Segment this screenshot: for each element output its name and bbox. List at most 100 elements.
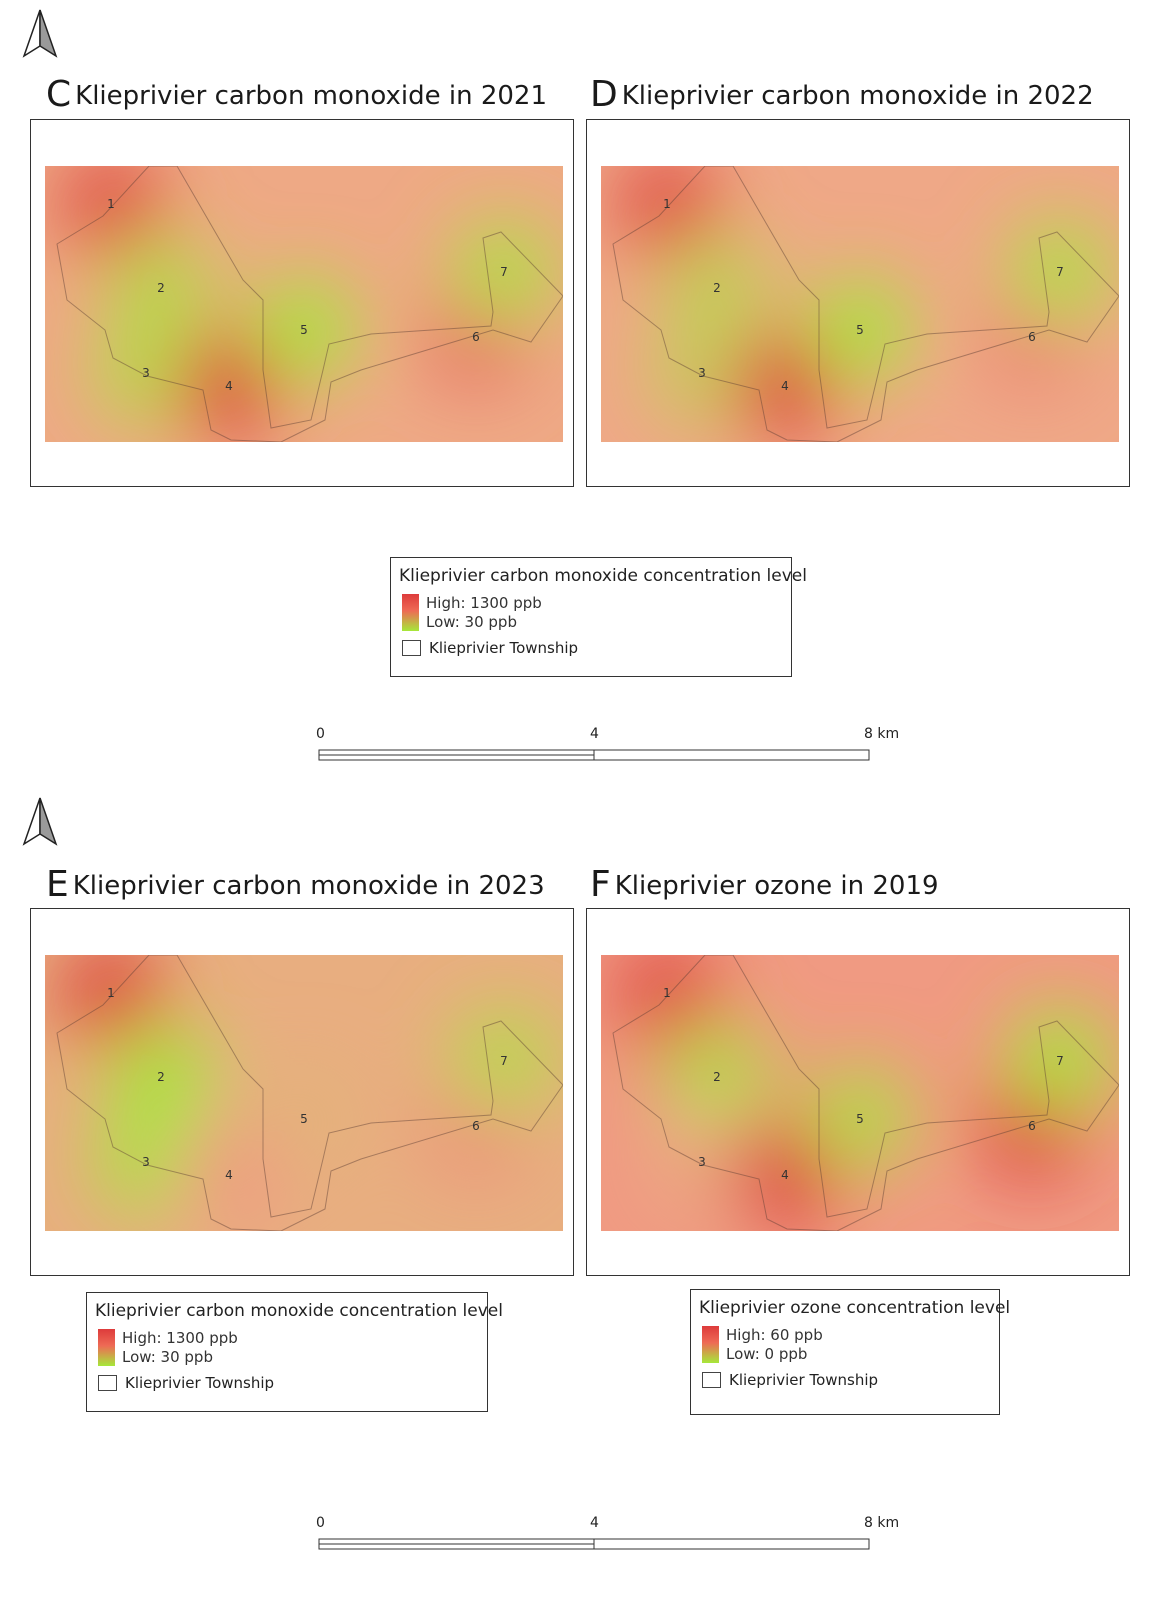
hotspot-blob: [1008, 220, 1112, 324]
hotspot-blob: [650, 1110, 754, 1214]
north-arrow-icon: [22, 797, 58, 846]
legend-polygon-label: Klieprivier Township: [429, 639, 579, 657]
panel-letter: F: [590, 864, 611, 905]
legend-title: Klieprivier ozone concentration level: [699, 1298, 1011, 1318]
scale-label-8: 8 km: [864, 726, 900, 742]
hotspot-blob: [94, 321, 198, 425]
hotspot-blob: [452, 1009, 556, 1113]
hotspot-blob: [615, 955, 719, 1045]
legend-low-label: Low: 0 ppb: [726, 1345, 808, 1363]
map-panel-f: 1 2 3 4 5 6 7: [586, 908, 1130, 1276]
legend-low-label: Low: 30 ppb: [122, 1348, 213, 1366]
scale-label-0: 0: [316, 1515, 325, 1531]
station-label: 6: [472, 330, 480, 344]
color-ramp-icon: [702, 1326, 719, 1363]
heatmap-raster: 1 2 3 4 5 6 7: [45, 166, 563, 442]
hotspot-blob: [109, 1025, 213, 1129]
panel-title-c: C Klieprivier carbon monoxide in 2021: [46, 74, 548, 115]
panel-title-d: D Klieprivier carbon monoxide in 2022: [590, 74, 1094, 115]
hotspot-blob: [665, 1025, 769, 1129]
scale-bar-graphic: [318, 1538, 870, 1550]
station-label: 4: [225, 379, 233, 393]
station-label: 2: [713, 1070, 721, 1084]
hotspot-blob: [1008, 1009, 1112, 1113]
township-boundary: [56, 166, 563, 442]
station-label: 3: [698, 366, 706, 380]
north-arrow-icon: [22, 9, 58, 58]
map-panel-e: 1 2 3 4 5 6 7: [30, 908, 574, 1276]
hotspot-blob: [733, 334, 837, 438]
hotspot-blob: [177, 1123, 281, 1227]
township-polygon-icon: [402, 640, 421, 656]
panel-letter: C: [46, 74, 72, 115]
station-label: 7: [1056, 1054, 1064, 1068]
hotspot-blob: [94, 1110, 198, 1214]
heatmap-raster: 1 2 3 4 5 6 7: [45, 955, 563, 1231]
station-label: 6: [472, 1119, 480, 1133]
township-boundary: [612, 166, 1119, 442]
heatmap-raster: 1 2 3 4 5 6 7: [601, 955, 1119, 1231]
station-label: 1: [663, 197, 671, 211]
station-label: 3: [698, 1155, 706, 1169]
station-label: 6: [1028, 1119, 1036, 1133]
hotspot-blob: [665, 236, 769, 340]
station-label: 7: [1056, 265, 1064, 279]
station-label: 4: [781, 1168, 789, 1182]
station-label: 5: [856, 323, 864, 337]
hotspot-blob: [252, 278, 356, 382]
legend-ozone: Klieprivier ozone concentration level Hi…: [690, 1289, 1011, 1415]
hotspot-blob: [59, 166, 163, 256]
station-label: 1: [107, 986, 115, 1000]
hotspot-blob: [109, 236, 213, 340]
legend-low-label: Low: 30 ppb: [426, 613, 517, 631]
map-panel-c: 1 2 3 4 5 6 7: [30, 119, 574, 487]
legend-polygon-label: Klieprivier Township: [729, 1371, 879, 1389]
station-label: 4: [225, 1168, 233, 1182]
station-label: 2: [157, 281, 165, 295]
hotspot-blob: [733, 1123, 837, 1227]
station-label: 5: [300, 323, 308, 337]
panel-letter: E: [46, 864, 69, 905]
station-label: 6: [1028, 330, 1036, 344]
station-label: 5: [300, 1112, 308, 1126]
hotspot-blob: [177, 334, 281, 438]
legend-high-label: High: 60 ppb: [726, 1326, 823, 1344]
hotspot-blob: [59, 955, 163, 1045]
legend-co-top: Klieprivier carbon monoxide concentratio…: [390, 557, 807, 677]
hotspot-blob: [452, 220, 556, 324]
heatmap-raster: 1 2 3 4 5 6 7: [601, 166, 1119, 442]
color-ramp-icon: [402, 594, 419, 631]
hotspot-blob: [650, 321, 754, 425]
hotspot-blob: [252, 1067, 356, 1171]
legend-polygon-label: Klieprivier Township: [125, 1374, 275, 1392]
station-label: 3: [142, 366, 150, 380]
scale-label-8: 8 km: [864, 1515, 900, 1531]
scale-bar-graphic: [318, 749, 870, 761]
legend-title: Klieprivier carbon monoxide concentratio…: [399, 566, 807, 586]
scale-label-4: 4: [590, 1515, 599, 1531]
legend-title: Klieprivier carbon monoxide concentratio…: [95, 1301, 503, 1321]
legend-co-bottom: Klieprivier carbon monoxide concentratio…: [86, 1292, 503, 1412]
map-panel-d: 1 2 3 4 5 6 7: [586, 119, 1130, 487]
station-label: 3: [142, 1155, 150, 1169]
station-label: 5: [856, 1112, 864, 1126]
station-label: 4: [781, 379, 789, 393]
township-polygon-icon: [98, 1375, 117, 1391]
hotspot-blob: [808, 278, 912, 382]
scale-label-4: 4: [590, 726, 599, 742]
scale-label-0: 0: [316, 726, 325, 742]
hotspot-blob: [615, 166, 719, 256]
station-label: 2: [713, 281, 721, 295]
panel-letter: D: [590, 74, 618, 115]
legend-high-label: High: 1300 ppb: [426, 594, 542, 612]
township-polygon-icon: [702, 1372, 721, 1388]
station-label: 2: [157, 1070, 165, 1084]
panel-title-e: E Klieprivier carbon monoxide in 2023: [46, 864, 545, 905]
station-label: 7: [500, 1054, 508, 1068]
color-ramp-icon: [98, 1329, 115, 1366]
township-boundary: [56, 955, 563, 1231]
station-label: 1: [107, 197, 115, 211]
station-label: 1: [663, 986, 671, 1000]
legend-high-label: High: 1300 ppb: [122, 1329, 238, 1347]
station-label: 7: [500, 265, 508, 279]
